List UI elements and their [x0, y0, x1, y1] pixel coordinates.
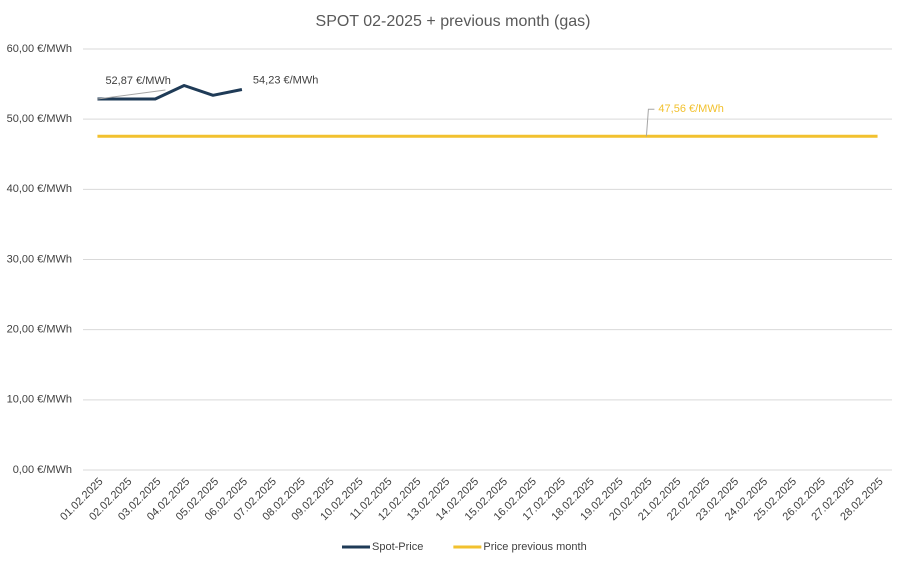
y-tick-label: 30,00 €/MWh: [7, 253, 72, 265]
series-line: [97, 83, 243, 101]
legend-label: Price previous month: [483, 541, 586, 553]
y-tick-label: 10,00 €/MWh: [7, 394, 72, 406]
data-label: 47,56 €/MWh: [658, 103, 723, 115]
chart-title: SPOT 02-2025 + previous month (gas): [316, 13, 591, 30]
y-tick-label: 0,00 €/MWh: [13, 464, 72, 476]
y-tick-label: 60,00 €/MWh: [7, 43, 72, 55]
leader-line: [645, 108, 655, 137]
y-tick-label: 50,00 €/MWh: [7, 113, 72, 125]
data-label: 52,87 €/MWh: [105, 75, 170, 87]
y-tick-label: 20,00 €/MWh: [7, 324, 72, 336]
data-label: 54,23 €/MWh: [253, 74, 318, 86]
y-tick-label: 40,00 €/MWh: [7, 183, 72, 195]
leader-line: [97, 89, 166, 100]
legend-label: Spot-Price: [372, 541, 423, 553]
